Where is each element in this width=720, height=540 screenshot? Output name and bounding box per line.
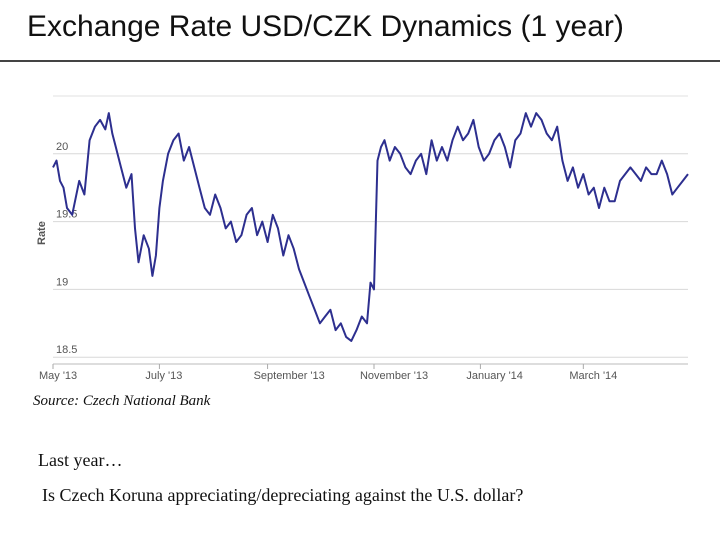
- title-divider: [0, 60, 720, 62]
- exchange-rate-chart: 18.5 19 19.5 20 May '13 July '13 September '1…: [25, 78, 695, 388]
- chart-svg: 18.5 19 19.5 20 May '13 July '13 September '1…: [36, 95, 689, 382]
- x-tick-label: September '13: [254, 370, 325, 382]
- slide-title: Exchange Rate USD/CZK Dynamics (1 year): [27, 10, 624, 43]
- x-tick-label: January '14: [466, 370, 523, 382]
- body-text-question: Is Czech Koruna appreciating/depreciatin…: [42, 485, 524, 505]
- x-tick-label: March '14: [569, 370, 617, 382]
- grid-lines: [52, 95, 688, 369]
- source-note: Source: Czech National Bank: [33, 393, 211, 409]
- y-tick-label: 19.5: [56, 209, 77, 221]
- x-tick-label: November '13: [360, 370, 428, 382]
- y-tick-label: 20: [56, 141, 68, 153]
- x-tick-labels: May '13 July '13 September '13 November '13…: [39, 370, 617, 382]
- x-tick-label: May '13: [39, 370, 77, 382]
- x-tick-label: July '13: [145, 370, 182, 382]
- y-tick-label: 19: [56, 276, 68, 288]
- body-text-last-year: Last year…: [38, 450, 123, 470]
- y-axis-title: Rate: [36, 221, 48, 245]
- series-line-usd-czk: [52, 112, 689, 342]
- y-tick-label: 18.5: [56, 344, 77, 356]
